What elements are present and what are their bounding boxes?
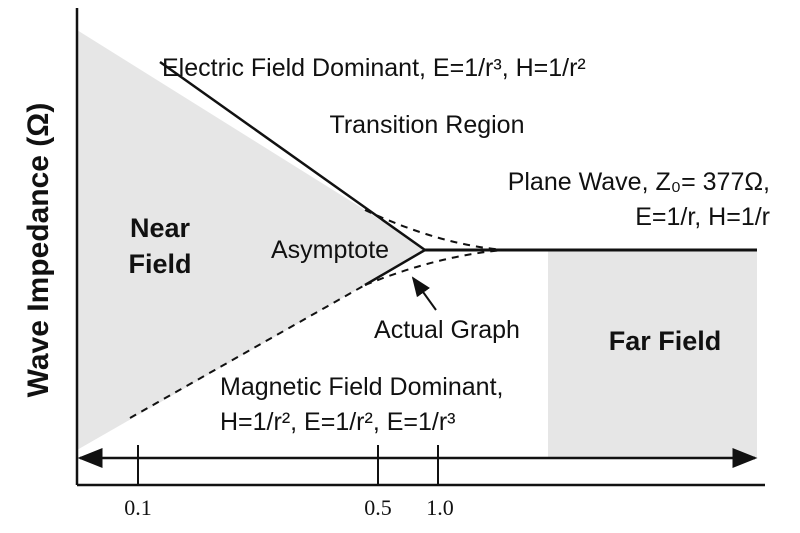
- asymptote-label: Asymptote: [271, 236, 389, 264]
- transition-label: Transition Region: [329, 111, 524, 139]
- actual-graph-upper: [364, 209, 506, 251]
- near-field-region: [77, 30, 425, 450]
- far-field-label: Far Field: [609, 326, 722, 356]
- actual-graph-label: Actual Graph: [374, 316, 520, 344]
- magnetic-label: Magnetic Field Dominant,: [220, 373, 503, 401]
- electric-asymptote: [159, 60, 426, 252]
- magnetic-asymptote: [364, 248, 426, 287]
- tick-marks: [137, 445, 439, 485]
- pointer-arrow: [411, 276, 437, 311]
- x-tick-label: 1.0: [426, 495, 454, 520]
- near-field-label: Field: [128, 249, 191, 279]
- electric-label: Electric Field Dominant, E=1/r³, H=1/r²: [162, 54, 586, 82]
- y-axis-label: Wave Impedance (Ω): [22, 103, 55, 398]
- actual-graph-lower: [364, 249, 506, 286]
- magnetic-label: H=1/r², E=1/r², E=1/r³: [220, 408, 456, 436]
- near-field-label: Near: [130, 213, 191, 243]
- plane-wave-label: E=1/r, H=1/r: [635, 203, 770, 231]
- magnetic-dashed: [129, 284, 366, 419]
- x-tick-label: 0.1: [124, 495, 152, 520]
- x-tick-label: 0.5: [364, 495, 392, 520]
- plane-wave-label: Plane Wave, Z₀= 377Ω,: [508, 168, 770, 196]
- far-field-region: [548, 250, 757, 458]
